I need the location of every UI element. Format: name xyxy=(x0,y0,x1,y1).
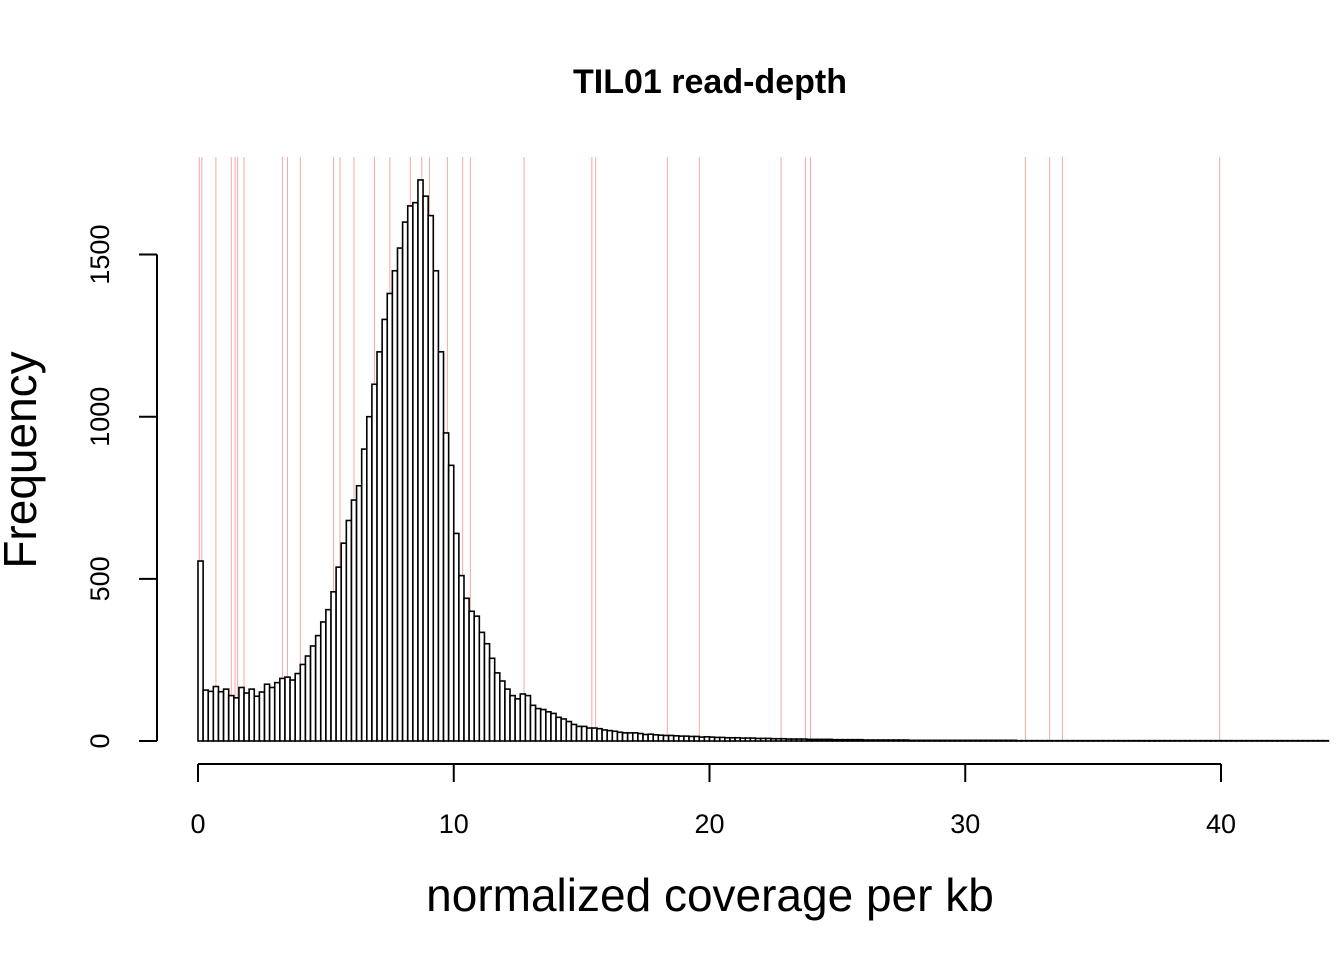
x-axis-label: normalized coverage per kb xyxy=(426,869,994,921)
y-tick-label: 0 xyxy=(85,733,115,748)
x-tick-label: 0 xyxy=(190,809,205,839)
y-tick-label: 1000 xyxy=(85,387,115,447)
x-tick-label: 30 xyxy=(950,809,980,839)
chart-title: TIL01 read-depth xyxy=(573,63,847,101)
y-axis-label: Frequency xyxy=(0,351,46,568)
x-axis: 0 10 20 30 40 xyxy=(190,763,1236,839)
y-axis: 0 500 1000 1500 xyxy=(85,225,158,749)
y-tick-label: 500 xyxy=(85,556,115,601)
y-tick-label: 1500 xyxy=(85,225,115,285)
histogram-bars xyxy=(197,179,1330,742)
x-tick-label: 10 xyxy=(439,809,469,839)
histogram-bar xyxy=(197,560,204,742)
x-tick-label: 20 xyxy=(694,809,724,839)
x-tick-label: 40 xyxy=(1206,809,1236,839)
